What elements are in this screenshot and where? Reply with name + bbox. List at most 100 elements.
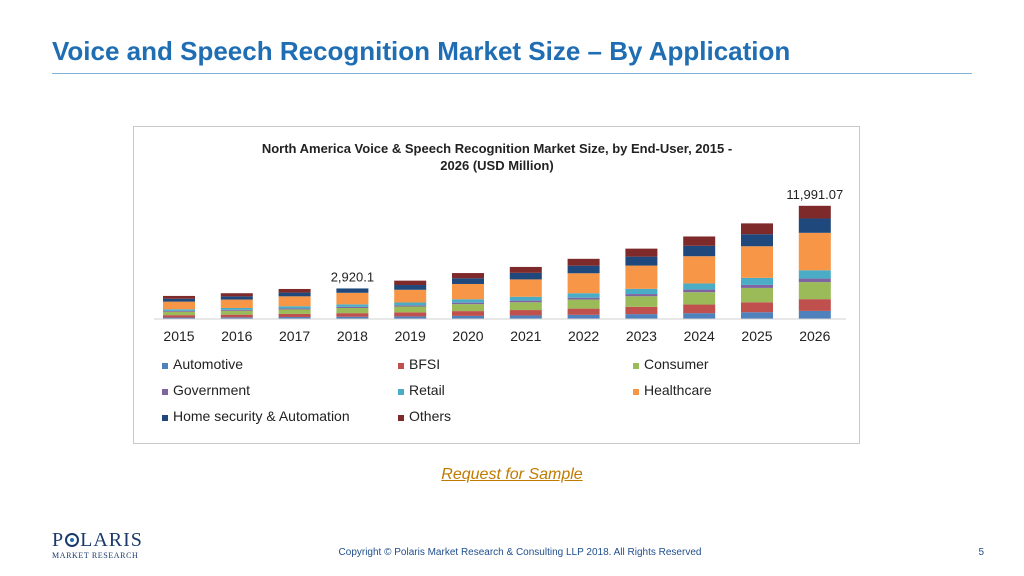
bar-segment-consumer-2023 [625,296,658,307]
bar-segment-consumer-2018 [336,307,369,314]
bar-segment-bfsi-2018 [336,313,369,317]
bar-segment-others-2026 [798,205,831,219]
bar-segment-home-security-automation-2015 [163,298,195,302]
legend-label-retail: Retail [409,382,445,398]
legend-label-bfsi: BFSI [409,356,440,372]
bar-segment-retail-2019 [394,302,427,306]
bar-segment-consumer-2022 [567,299,600,309]
legend-label-government: Government [173,382,250,398]
bar-segment-others-2020 [452,273,484,279]
bar-segment-bfsi-2024 [683,304,716,314]
bar-segment-retail-2016 [220,307,253,310]
legend-swatch-home-security-automation [162,415,168,421]
bar-segment-others-2017 [278,288,311,293]
legend-swatch-government [162,389,168,395]
x-tick-label-2025: 2025 [741,328,772,344]
bar-segment-healthcare-2023 [625,265,658,289]
bar-segment-consumer-2024 [683,292,716,305]
logo-letters: LARIS [80,529,143,551]
bar-segment-government-2022 [567,297,600,300]
bar-segment-government-2018 [336,306,369,308]
bar-segment-home-security-automation-2021 [509,272,542,280]
stacked-bar-chart: North America Voice & Speech Recognition… [154,141,846,424]
bar-segment-bfsi-2020 [452,311,484,316]
bar-segment-consumer-2015 [163,311,195,316]
legend-label-healthcare: Healthcare [644,382,712,398]
bar-segment-bfsi-2016 [220,314,253,318]
bar-segment-government-2020 [452,302,484,305]
bar-segment-healthcare-2024 [683,256,716,284]
legend-swatch-others [398,415,404,421]
chart-title-line-2: 2026 (USD Million) [440,158,553,173]
legend-label-others: Others [409,408,451,424]
bar-segment-healthcare-2016 [220,299,253,308]
logo-subtitle: MARKET RESEARCH [52,551,139,560]
logo-letter-p: P [52,529,65,551]
legend-label-consumer: Consumer [644,356,709,372]
slide-title: Voice and Speech Recognition Market Size… [52,36,791,66]
bar-segment-consumer-2016 [220,310,253,315]
bar-segment-consumer-2020 [452,304,484,312]
legend-label-automotive: Automotive [173,356,243,372]
bar-segment-others-2021 [509,266,542,273]
x-tick-label-2017: 2017 [279,328,310,344]
x-tick-label-2024: 2024 [684,328,715,344]
logo-star-icon [65,533,80,547]
bar-segment-healthcare-2025 [741,246,773,278]
bar-segment-automotive-2017 [278,317,311,319]
bar-segment-healthcare-2019 [394,289,427,303]
request-sample-link[interactable]: Request for Sample [441,466,583,483]
legend-label-home-security-automation: Home security & Automation [173,408,350,424]
legend-swatch-bfsi [398,363,404,369]
bar-segment-government-2017 [278,308,311,310]
bar-segment-retail-2023 [625,288,658,295]
bar-segment-home-security-automation-2022 [567,265,600,274]
bar-segment-retail-2018 [336,304,369,307]
bar-segment-home-security-automation-2016 [220,296,253,300]
x-tick-label-2019: 2019 [395,328,426,344]
bar-segment-healthcare-2015 [163,301,195,310]
legend-swatch-healthcare [633,389,639,395]
bar-segment-bfsi-2026 [798,299,831,311]
data-label-2018: 2,920.1 [331,269,374,284]
bar-segment-healthcare-2022 [567,273,600,294]
copyright-text: Copyright © Polaris Market Research & Co… [338,547,702,558]
bar-segment-retail-2017 [278,306,311,309]
bar-segment-retail-2022 [567,293,600,298]
bar-segment-retail-2020 [452,299,484,303]
x-tick-label-2022: 2022 [568,328,599,344]
x-tick-label-2026: 2026 [799,328,830,344]
bar-segment-government-2021 [509,300,542,303]
chart-frame: North America Voice & Speech Recognition… [133,126,860,444]
bar-segment-government-2015 [163,310,195,312]
bar-segment-government-2023 [625,294,658,297]
bar-segment-consumer-2025 [741,287,773,303]
bar-segment-retail-2015 [163,309,195,311]
bar-segment-automotive-2025 [741,312,773,319]
bar-segment-bfsi-2023 [625,306,658,315]
bar-segment-retail-2025 [741,277,773,285]
bar-segment-bfsi-2022 [567,308,600,315]
bar-segment-bfsi-2015 [163,315,195,318]
bar-segment-home-security-automation-2020 [452,278,484,284]
x-tick-label-2015: 2015 [163,328,194,344]
bar-segment-others-2025 [741,223,773,235]
bar-segment-consumer-2021 [509,302,542,311]
x-tick-label-2023: 2023 [626,328,657,344]
bar-segment-home-security-automation-2018 [336,288,369,293]
bar-segment-government-2024 [683,289,716,293]
bar-segment-healthcare-2021 [509,279,542,297]
bar-segment-automotive-2023 [625,314,658,319]
bar-segment-bfsi-2019 [394,312,427,317]
legend-swatch-consumer [633,363,639,369]
bar-segment-automotive-2024 [683,313,716,319]
x-tick-label-2021: 2021 [510,328,541,344]
x-tick-label-2018: 2018 [337,328,368,344]
bar-segment-consumer-2026 [798,282,831,300]
bar-segment-healthcare-2017 [278,296,311,307]
bar-segment-home-security-automation-2026 [798,218,831,233]
bar-segment-others-2022 [567,258,600,266]
bar-segment-automotive-2026 [798,310,831,319]
bar-segment-home-security-automation-2023 [625,256,658,266]
bar-segment-home-security-automation-2019 [394,285,427,290]
